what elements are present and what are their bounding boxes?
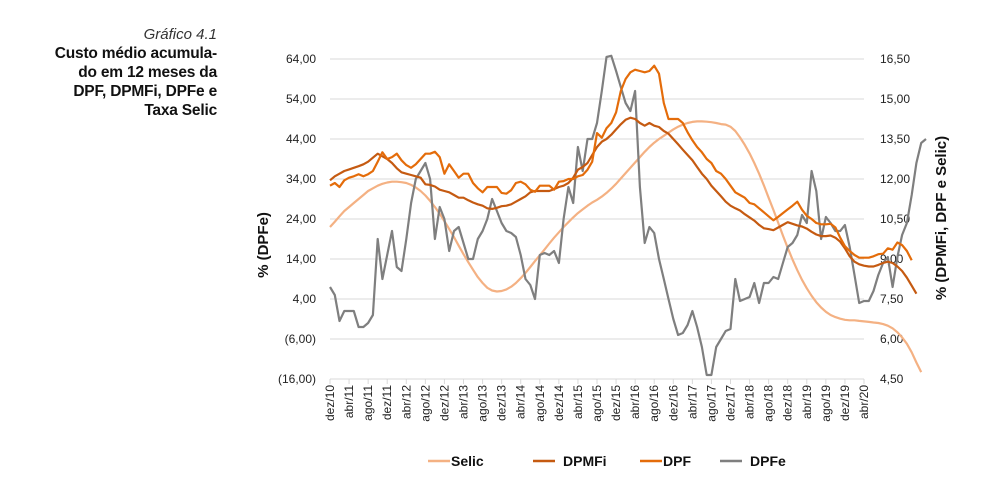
x-tick-label: dez/16 [666,385,680,421]
legend-label-dpfe: DPFe [750,453,786,469]
x-tick-label: abr/11 [342,385,356,418]
x-tick-label: abr/20 [857,385,871,419]
x-tick-label: ago/19 [819,385,833,422]
figure-title-line: do em 12 meses da [78,64,217,81]
x-tick-label: abr/18 [743,385,757,419]
x-axis: dez/10 abr/11 ago/11 dez/11 abr/12 ago/12 dez/… [323,378,871,422]
y-right-tick-label: 7,50 [880,292,904,306]
legend-label-selic: Selic [451,453,484,469]
x-tick-label: ago/11 [361,385,375,421]
x-tick-label: abr/15 [571,385,585,419]
y-left-tick-label: (6,00) [285,332,316,346]
x-tick-label: dez/13 [495,385,509,421]
figure-title-line: Taxa Selic [144,102,217,119]
x-tick-label: abr/13 [457,385,471,419]
y-left-tick-label: 44,00 [286,132,316,146]
x-tick-label: dez/17 [724,385,738,421]
figure-caption: Gráfico 4.1 Custo médio acumula- do em 1… [2,26,217,120]
x-tick-label: abr/12 [399,385,413,419]
x-tick-label: ago/12 [418,385,432,422]
x-tick-label: abr/17 [685,385,699,419]
y-right-tick-label: 16,50 [880,52,910,66]
x-tick-label: ago/13 [476,385,490,422]
y-right-tick-label: 13,50 [880,132,910,146]
x-tick-label: dez/14 [552,385,566,421]
y-right-tick-label: 12,00 [880,172,910,186]
y-left-tick-label: 4,00 [293,292,317,306]
x-tick-label: dez/19 [838,385,852,421]
figure-title: Custo médio acumula- do em 12 meses da D… [2,44,217,120]
y-left-tick-label: 24,00 [286,212,316,226]
series-line-selic [329,120,923,373]
series-line-dpfe [329,54,927,377]
series-line-dpmfi [329,116,918,295]
series-lines [329,54,927,377]
gridlines [330,58,864,380]
y-left-tick-label: (16,00) [278,372,316,386]
x-tick-label: ago/17 [704,385,718,422]
series-line-dpf [329,64,913,261]
x-tick-label: dez/11 [380,385,394,420]
y-axis-left-title: % (DPFe) [255,212,272,278]
x-tick-label: ago/16 [647,385,661,422]
legend: Selic DPMFi DPF DPFe [428,453,786,469]
y-axis-right: 16,5015,0013,5012,0010,509,007,506,004,5… [880,52,910,386]
y-left-tick-label: 14,00 [286,252,316,266]
legend-label-dpf: DPF [663,453,691,469]
x-tick-label: ago/14 [533,385,547,422]
y-right-tick-label: 4,50 [880,372,904,386]
x-tick-label: dez/10 [323,385,337,421]
x-tick-label: dez/15 [609,385,623,421]
x-tick-label: abr/14 [514,385,528,419]
figure-number: Gráfico 4.1 [143,26,217,43]
x-tick-label: abr/19 [800,385,814,419]
y-left-tick-label: 64,00 [286,52,316,66]
legend-label-dpmfi: DPMFi [563,453,607,469]
y-right-tick-label: 6,00 [880,332,904,346]
figure-title-line: DPF, DPMFi, DPFe e [73,83,217,100]
y-right-tick-label: 10,50 [880,212,910,226]
x-tick-label: abr/16 [628,385,642,419]
x-tick-label: dez/12 [437,385,451,421]
y-axis-left: 64,00 54,00 44,00 34,00 24,00 14,00 4,00 (6,00)… [278,52,316,386]
x-tick-label: ago/15 [590,385,604,422]
y-left-tick-label: 34,00 [286,172,316,186]
y-left-tick-label: 54,00 [286,92,316,106]
x-tick-label: dez/18 [781,385,795,421]
y-right-tick-label: 15,00 [880,92,910,106]
x-tick-label: ago/18 [762,385,776,422]
y-axis-right-title: % (DPMFi, DPF e Selic) [933,136,950,300]
figure-title-line: Custo médio acumula- [54,45,217,62]
